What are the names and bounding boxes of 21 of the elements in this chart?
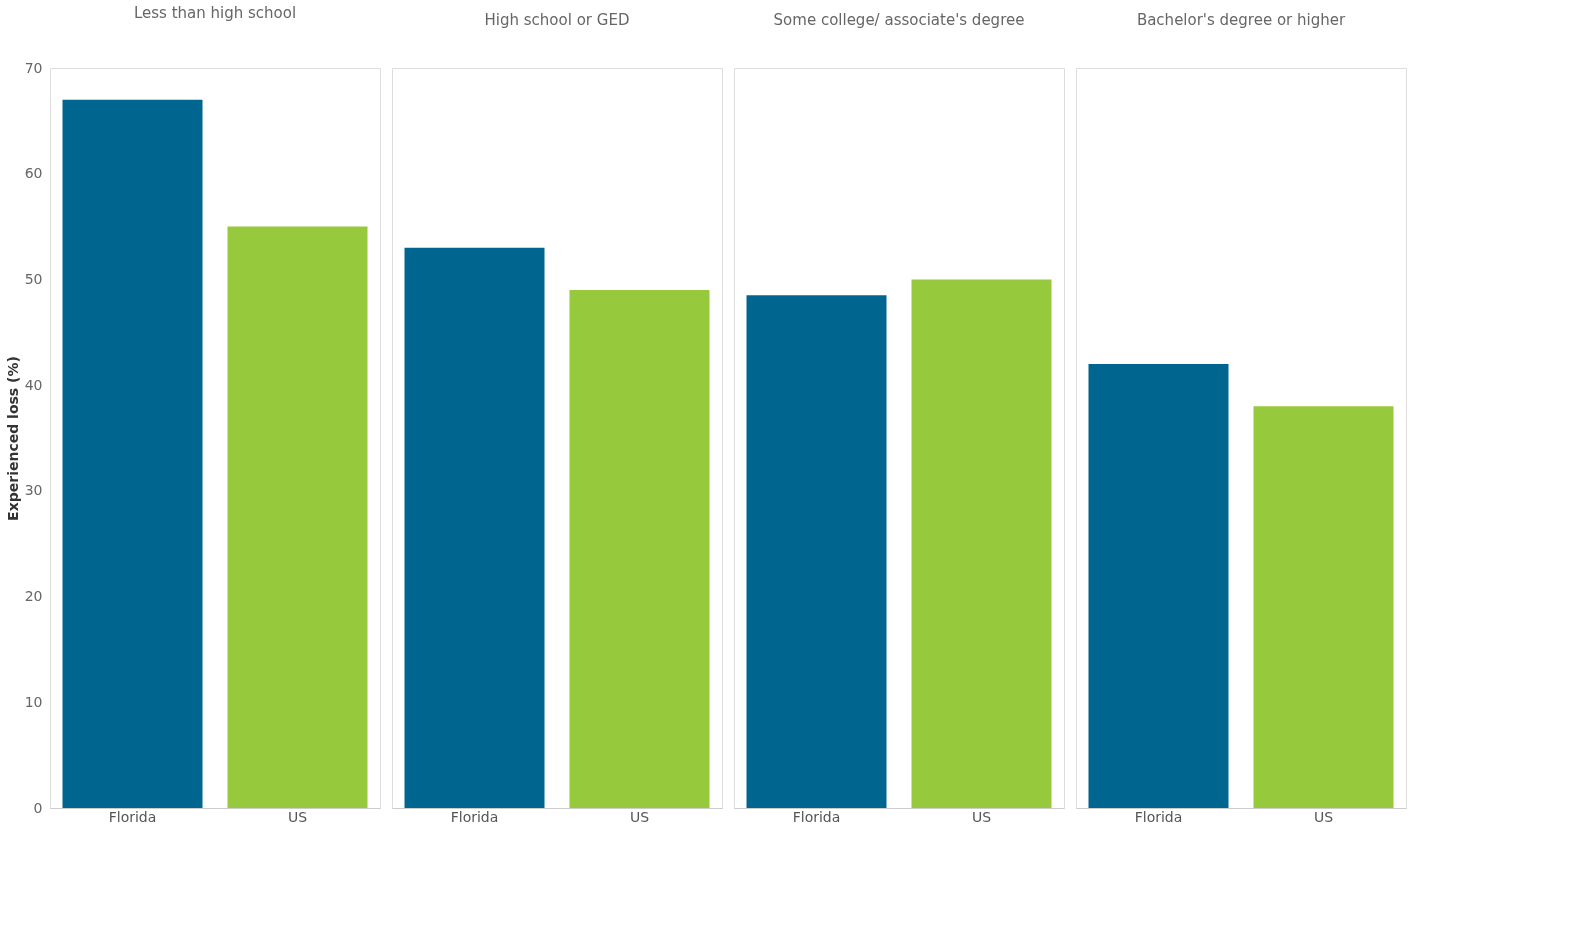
chart-title: Bachelor's degree or higher <box>1136 11 1346 29</box>
y-tick-label: 30 <box>24 482 43 499</box>
x-tick-label: US <box>629 808 650 825</box>
y-tick-label: 70 <box>24 59 43 76</box>
y-axis-title: Experienced loss (%) <box>4 356 21 521</box>
y-tick-label: 40 <box>24 376 43 393</box>
chart-title: Less than high school <box>133 4 297 22</box>
chart-title: Some college/ associate's degree <box>773 11 1025 29</box>
x-tick-label: US <box>971 808 992 825</box>
y-tick-label: 0 <box>33 799 43 816</box>
x-tick-label: Florida <box>792 808 841 825</box>
x-tick-label: Florida <box>108 808 157 825</box>
x-tick-label: Florida <box>1134 808 1183 825</box>
y-tick-label: 20 <box>24 588 43 605</box>
x-tick-label: US <box>1313 808 1334 825</box>
chart-title: High school or GED <box>484 11 630 29</box>
y-tick-label: 10 <box>24 693 43 710</box>
x-tick-label: US <box>287 808 308 825</box>
y-tick-label: 50 <box>24 270 43 287</box>
y-tick-label: 60 <box>24 165 43 182</box>
x-tick-label: Florida <box>450 808 499 825</box>
